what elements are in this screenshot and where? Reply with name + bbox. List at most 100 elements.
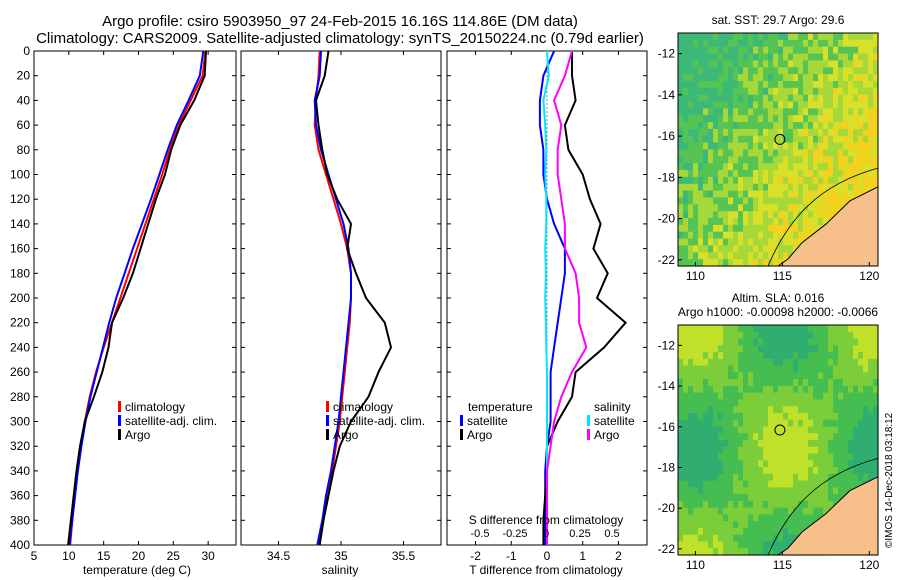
map-cell (843, 60, 849, 68)
map-cell (848, 67, 854, 75)
map-cell (728, 473, 734, 482)
map-cell (708, 521, 714, 529)
map-cell (723, 74, 729, 82)
map-cell (748, 331, 754, 340)
map-cell (778, 338, 784, 346)
map-cell (798, 480, 804, 488)
map-cell (678, 252, 684, 260)
map-cell (863, 426, 869, 434)
map-cell (848, 94, 854, 103)
map-cell (763, 379, 769, 387)
map-cell (808, 473, 814, 482)
map-cell (853, 392, 859, 400)
map-cell (678, 541, 684, 549)
map-cell (843, 46, 849, 55)
map-cell (738, 33, 744, 41)
map-cell (823, 480, 829, 488)
map-cell (828, 399, 834, 407)
map-cell (698, 514, 704, 522)
map-cell (783, 190, 789, 199)
map-cell (718, 170, 724, 178)
y-tick-label: 60 (17, 118, 31, 132)
map-cell (823, 358, 829, 367)
map-cell (768, 183, 774, 192)
map-cell (793, 238, 799, 247)
map-cell (848, 115, 854, 123)
map-cell (763, 74, 769, 82)
map-cell (708, 372, 714, 380)
map-cell (778, 231, 784, 240)
map-cell (823, 399, 829, 407)
map-cell (868, 53, 874, 62)
plot-frame-1 (240, 50, 442, 546)
map-cell (703, 190, 709, 199)
map-cell (748, 534, 754, 543)
map-cell (803, 53, 809, 62)
map-cell (683, 379, 689, 387)
map-cell (793, 446, 799, 455)
map-cell (728, 433, 734, 441)
map-cell (693, 135, 699, 144)
map-cell (793, 231, 799, 240)
map-cell (723, 101, 729, 109)
map-cell (823, 53, 829, 62)
map-cell (833, 190, 839, 199)
map-cell (708, 211, 714, 219)
map-cell (723, 446, 729, 455)
map-cell (743, 238, 749, 247)
map-cell (793, 149, 799, 157)
map-cell (743, 156, 749, 164)
map-cell (723, 211, 729, 219)
map-cell (693, 426, 699, 434)
map-cell (688, 433, 694, 441)
map-cell (708, 460, 714, 468)
map-cell (873, 122, 879, 130)
map-cell (718, 467, 724, 475)
map-cell (678, 433, 684, 441)
map-cell (788, 534, 794, 543)
map-cell (688, 46, 694, 55)
map-cell (788, 53, 794, 62)
map-cell (748, 81, 754, 89)
map-lat-label: -20 (658, 212, 676, 226)
map-cell (773, 467, 779, 475)
map-cell (723, 183, 729, 192)
map-cell (718, 39, 724, 48)
map-cell (858, 385, 864, 394)
map-cell (788, 176, 794, 185)
map-cell (833, 433, 839, 441)
map-cell (858, 480, 864, 488)
map-cell (678, 67, 684, 75)
map-cell (728, 534, 734, 543)
map-cell (728, 392, 734, 400)
map-cell (693, 108, 699, 116)
y-tick-label: 140 (10, 217, 30, 231)
map-cell (798, 521, 804, 529)
map-cell (803, 218, 809, 226)
map-cell (743, 211, 749, 219)
map-cell (863, 358, 869, 367)
map-cell (753, 548, 759, 556)
map-cell (833, 128, 839, 137)
map-cell (728, 507, 734, 515)
map-cell (713, 331, 719, 340)
map-cell (698, 74, 704, 82)
map-cell (773, 156, 779, 164)
map-cell (783, 238, 789, 247)
map-cell (833, 163, 839, 171)
map-cell (703, 259, 709, 267)
map-cell (818, 101, 824, 109)
map-cell (823, 135, 829, 144)
map-cell (743, 358, 749, 367)
map-cell (718, 204, 724, 212)
map-cell (718, 74, 724, 82)
map-cell (748, 108, 754, 116)
map-cell (853, 74, 859, 82)
map-cell (828, 426, 834, 434)
map-cell (773, 453, 779, 461)
map-cell (683, 238, 689, 247)
map-cell (723, 46, 729, 55)
map-cell (708, 480, 714, 488)
map-cell (688, 514, 694, 522)
map-cell (798, 218, 804, 226)
